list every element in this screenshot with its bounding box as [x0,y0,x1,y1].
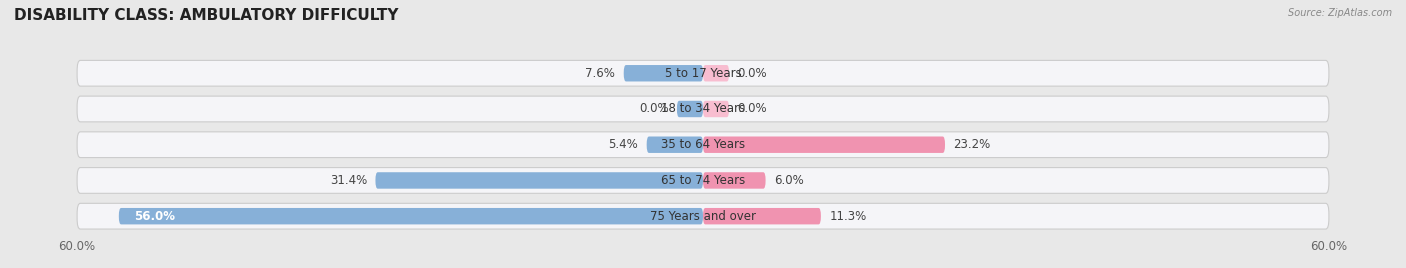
FancyBboxPatch shape [375,172,703,189]
FancyBboxPatch shape [77,203,1329,229]
Text: Source: ZipAtlas.com: Source: ZipAtlas.com [1288,8,1392,18]
Text: DISABILITY CLASS: AMBULATORY DIFFICULTY: DISABILITY CLASS: AMBULATORY DIFFICULTY [14,8,398,23]
Text: 56.0%: 56.0% [135,210,176,223]
Text: 0.0%: 0.0% [737,67,768,80]
FancyBboxPatch shape [77,60,1329,86]
Text: 0.0%: 0.0% [737,102,768,116]
FancyBboxPatch shape [77,132,1329,158]
FancyBboxPatch shape [77,168,1329,193]
Text: 23.2%: 23.2% [953,138,991,151]
FancyBboxPatch shape [77,96,1329,122]
FancyBboxPatch shape [676,101,703,117]
FancyBboxPatch shape [703,136,945,153]
Text: 5 to 17 Years: 5 to 17 Years [665,67,741,80]
FancyBboxPatch shape [703,208,821,224]
FancyBboxPatch shape [647,136,703,153]
FancyBboxPatch shape [703,65,730,81]
FancyBboxPatch shape [624,65,703,81]
FancyBboxPatch shape [120,208,703,224]
Text: 11.3%: 11.3% [830,210,866,223]
Text: 35 to 64 Years: 35 to 64 Years [661,138,745,151]
FancyBboxPatch shape [703,172,766,189]
FancyBboxPatch shape [703,101,730,117]
Text: 75 Years and over: 75 Years and over [650,210,756,223]
Text: 0.0%: 0.0% [638,102,669,116]
Text: 5.4%: 5.4% [609,138,638,151]
Text: 31.4%: 31.4% [330,174,367,187]
Text: 7.6%: 7.6% [585,67,616,80]
Text: 18 to 34 Years: 18 to 34 Years [661,102,745,116]
Text: 6.0%: 6.0% [773,174,804,187]
Text: 65 to 74 Years: 65 to 74 Years [661,174,745,187]
